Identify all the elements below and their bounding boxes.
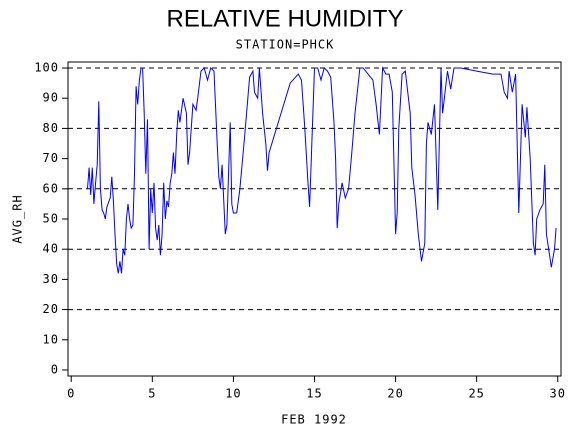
x-tick-label: 0 <box>67 387 75 401</box>
x-tick-label: 20 <box>387 387 403 401</box>
y-tick-label: 30 <box>43 272 59 286</box>
y-axis-label: AVG_RH <box>11 194 25 243</box>
y-tick-label: 80 <box>43 121 59 135</box>
x-tick-label: 10 <box>225 387 241 401</box>
plot-frame <box>67 61 562 377</box>
chart-title: RELATIVE HUMIDITY <box>167 5 404 32</box>
y-tick-label: 10 <box>43 332 59 346</box>
y-tick-label: 0 <box>51 362 59 376</box>
x-tick-label: 30 <box>550 387 566 401</box>
y-tick-label: 90 <box>43 91 59 105</box>
y-tick-label: 50 <box>43 212 59 226</box>
x-tick-label: 5 <box>148 387 156 401</box>
chart-subtitle: STATION=PHCK <box>236 38 335 52</box>
y-tick-label: 20 <box>43 302 59 316</box>
y-tick-label: 100 <box>34 61 59 75</box>
data-line <box>87 66 557 274</box>
y-tick-label: 70 <box>43 151 59 165</box>
y-tick-label: 40 <box>43 242 59 256</box>
x-axis-label: FEB 1992 <box>281 413 347 427</box>
x-tick-label: 15 <box>306 387 322 401</box>
x-tick-label: 25 <box>468 387 484 401</box>
y-tick-label: 60 <box>43 181 59 195</box>
